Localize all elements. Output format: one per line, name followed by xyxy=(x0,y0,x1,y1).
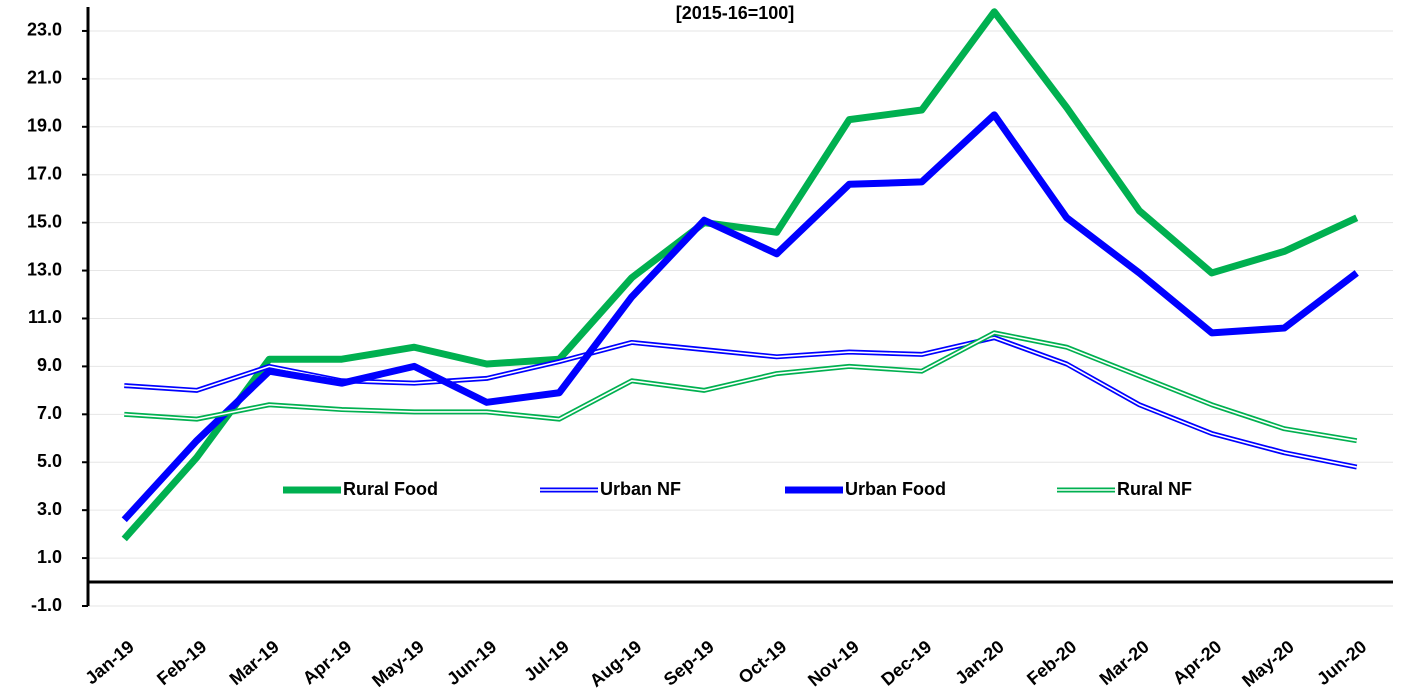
legend-label: Urban Food xyxy=(845,479,946,499)
legend-label: Rural NF xyxy=(1117,479,1192,499)
x-tick-label: Mar-19 xyxy=(226,636,283,689)
y-tick-label: 3.0 xyxy=(37,499,62,519)
y-tick-label: 17.0 xyxy=(27,163,62,183)
y-tick-label: 15.0 xyxy=(27,211,62,231)
y-tick-label: 19.0 xyxy=(27,116,62,136)
legend-label: Urban NF xyxy=(600,479,681,499)
x-tick-label: Apr-20 xyxy=(1169,636,1226,688)
x-tick-label: Jan-19 xyxy=(81,636,138,688)
series-line-inner xyxy=(124,332,1357,442)
x-tick-label: Mar-20 xyxy=(1096,636,1153,689)
y-tick-label: 13.0 xyxy=(27,259,62,279)
y-tick-label: 1.0 xyxy=(37,547,62,567)
x-tick-label: Sep-19 xyxy=(660,636,718,689)
x-tick-label: Aug-19 xyxy=(586,636,646,690)
x-tick-label: Jan-20 xyxy=(951,636,1008,688)
x-tick-label: Jul-19 xyxy=(520,636,573,685)
x-tick-label: May-19 xyxy=(368,636,428,690)
x-tick-label: Jun-19 xyxy=(443,636,500,689)
series-line xyxy=(121,8,1359,542)
x-tick-label: Apr-19 xyxy=(299,636,356,688)
x-tick-label: Dec-19 xyxy=(877,636,935,689)
chart-subtitle: [2015-16=100] xyxy=(676,3,795,23)
y-tick-label: 23.0 xyxy=(27,20,62,40)
y-tick-label: 21.0 xyxy=(27,68,62,88)
y-tick-label: -1.0 xyxy=(31,595,62,615)
y-tick-label: 7.0 xyxy=(37,403,62,423)
x-tick-label: Feb-19 xyxy=(153,636,210,689)
x-tick-label: Oct-19 xyxy=(735,636,791,687)
legend-label: Rural Food xyxy=(343,479,438,499)
x-tick-label: May-20 xyxy=(1238,636,1298,690)
y-tick-label: 11.0 xyxy=(28,307,62,327)
x-tick-label: Feb-20 xyxy=(1023,636,1080,689)
series-line xyxy=(121,111,1359,523)
x-tick-label: Jun-20 xyxy=(1313,636,1370,689)
x-tick-label: Nov-19 xyxy=(804,636,863,690)
series-line xyxy=(124,330,1358,444)
y-tick-label: 9.0 xyxy=(37,355,62,375)
y-tick-label: 5.0 xyxy=(37,451,62,471)
